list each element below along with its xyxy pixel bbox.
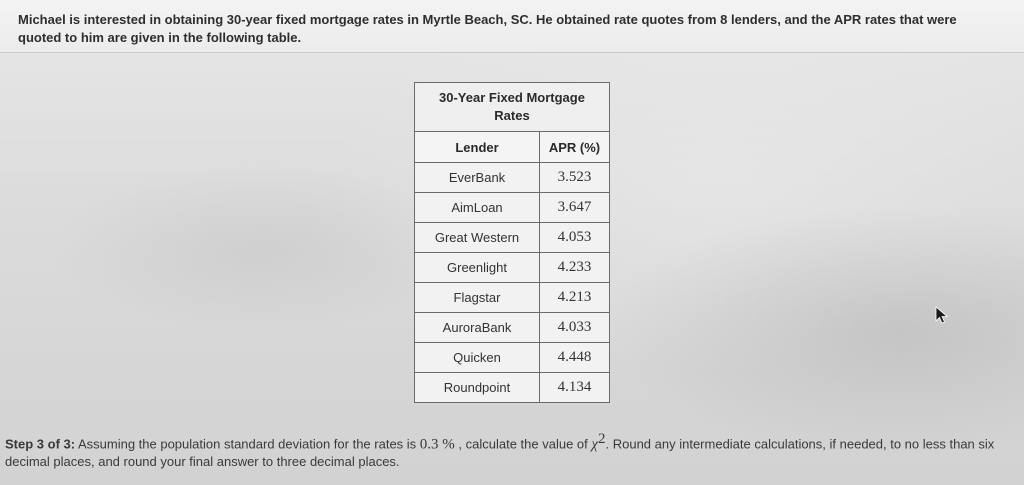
table-row: Roundpoint 4.134 <box>414 372 610 403</box>
mouse-pointer-icon <box>935 306 949 324</box>
table-caption: 30-Year Fixed Mortgage Rates <box>414 82 610 131</box>
lender-cell: Flagstar <box>414 282 540 313</box>
lender-cell: Quicken <box>414 342 540 373</box>
column-header-apr: APR (%) <box>539 131 610 163</box>
step-instructions: Step 3 of 3: Assuming the population sta… <box>5 430 1005 471</box>
apr-cell: 4.033 <box>539 312 610 343</box>
step-label: Step 3 of 3: <box>5 436 76 452</box>
table-row: Quicken 4.448 <box>414 342 610 373</box>
apr-cell: 4.053 <box>539 222 610 253</box>
table-row: AimLoan 3.647 <box>414 192 610 223</box>
mortgage-rates-table: 30-Year Fixed Mortgage Rates Lender APR … <box>414 82 610 403</box>
mortgage-rates-table-container: 30-Year Fixed Mortgage Rates Lender APR … <box>414 82 610 403</box>
table-row: Great Western 4.053 <box>414 222 610 253</box>
step-text-middle: , calculate the value of <box>454 436 592 452</box>
apr-cell: 4.448 <box>539 342 610 373</box>
lender-cell: AuroraBank <box>414 312 540 343</box>
question-header-band <box>0 0 1024 53</box>
table-header-row: Lender APR (%) <box>414 131 610 163</box>
apr-cell: 4.213 <box>539 282 610 313</box>
chi-symbol: χ <box>591 436 598 453</box>
lender-cell: Roundpoint <box>414 372 540 403</box>
table-row: Flagstar 4.213 <box>414 282 610 313</box>
sigma-value: 0.3 % <box>419 436 455 453</box>
table-row: EverBank 3.523 <box>414 162 610 193</box>
apr-cell: 3.523 <box>539 162 610 193</box>
step-text-after: . Round any intermediate calculations, i… <box>5 436 995 470</box>
lender-cell: EverBank <box>414 162 540 193</box>
step-text-before: Assuming the population standard deviati… <box>75 436 420 452</box>
problem-statement: Michael is interested in obtaining 30-ye… <box>18 12 957 45</box>
table-row: AuroraBank 4.033 <box>414 312 610 343</box>
apr-cell: 4.134 <box>539 372 610 403</box>
lender-cell: Greenlight <box>414 252 540 283</box>
chi-exponent: 2 <box>598 431 606 447</box>
apr-cell: 4.233 <box>539 252 610 283</box>
table-row: Greenlight 4.233 <box>414 252 610 283</box>
column-header-lender: Lender <box>414 131 540 163</box>
lender-cell: Great Western <box>414 222 540 253</box>
lender-cell: AimLoan <box>414 192 540 223</box>
apr-cell: 3.647 <box>539 192 610 223</box>
